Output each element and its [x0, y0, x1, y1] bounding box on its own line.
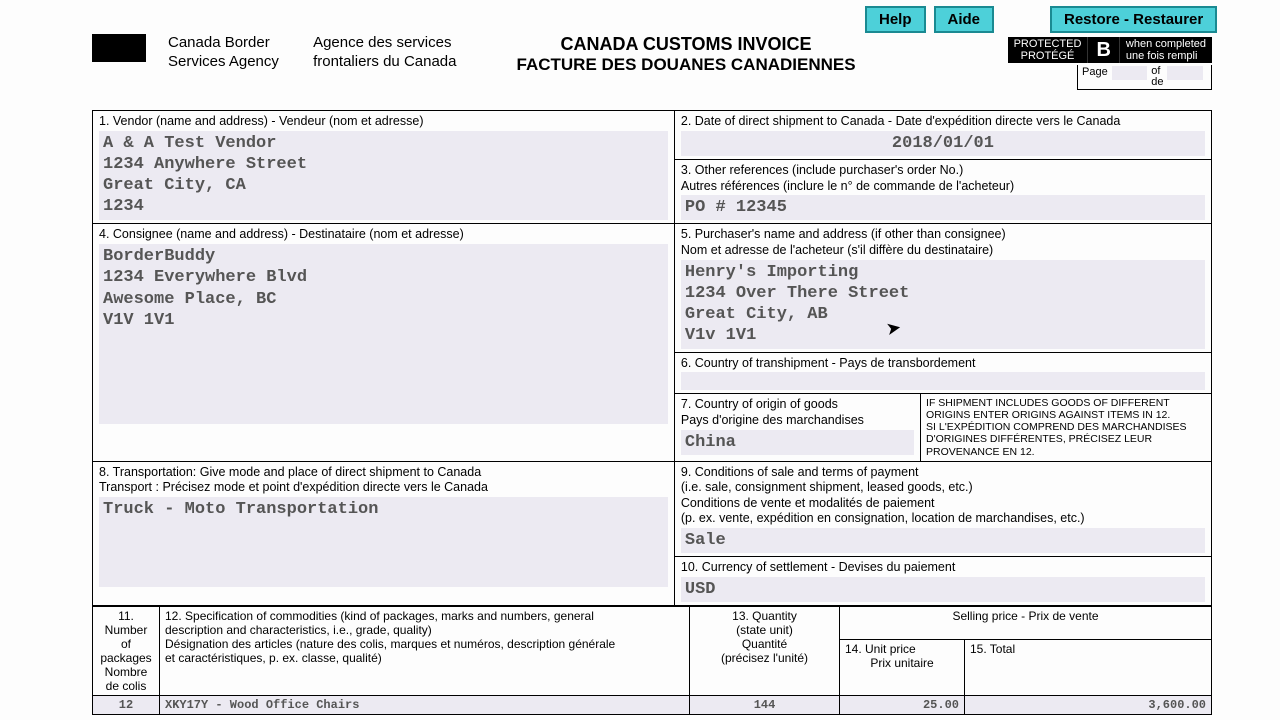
item-quantity[interactable]: 144: [690, 696, 840, 715]
field-3-label-l2: Autres références (inclure le n° de comm…: [681, 179, 1205, 195]
field-7-note: IF SHIPMENT INCLUDES GOODS OF DIFFERENT …: [921, 394, 1211, 460]
title-fr: FACTURE DES DOUANES CANADIENNES: [517, 55, 856, 75]
field-5-value[interactable]: Henry's Importing 1234 Over There Street…: [681, 260, 1205, 349]
field-7-label-l2: Pays d'origine des marchandises: [681, 413, 914, 429]
field-2-label: 2. Date of direct shipment to Canada - D…: [681, 114, 1205, 130]
title-en: CANADA CUSTOMS INVOICE: [517, 34, 856, 55]
field-5-label-l2: Nom et adresse de l'acheteur (s'il diffè…: [681, 243, 1205, 259]
col-15: 15. Total: [965, 639, 1212, 695]
item-packages[interactable]: 12: [93, 696, 160, 715]
restore-button[interactable]: Restore - Restaurer: [1050, 6, 1217, 33]
field-10-label: 10. Currency of settlement - Devises du …: [681, 560, 1205, 576]
form-title: CANADA CUSTOMS INVOICE FACTURE DES DOUAN…: [517, 34, 856, 75]
col-13-l2: (state unit): [695, 623, 834, 637]
field-8-label-l2: Transport : Précisez mode et point d'exp…: [99, 480, 668, 496]
field-1-label: 1. Vendor (name and address) - Vendeur (…: [99, 114, 668, 130]
col-11-l5: de colis: [98, 679, 154, 693]
agency-fr-line2: frontaliers du Canada: [313, 53, 456, 70]
page-total-field[interactable]: [1167, 66, 1203, 80]
field-4-value[interactable]: BorderBuddy 1234 Everywhere Blvd Awesome…: [99, 244, 668, 424]
field-6-label: 6. Country of transhipment - Pays de tra…: [681, 356, 1205, 372]
col-12-l4: et caractéristiques, p. ex. classe, qual…: [165, 651, 684, 665]
page-number-field[interactable]: [1112, 66, 1148, 80]
field-10-value[interactable]: USD: [681, 577, 1205, 602]
field-6-value[interactable]: [681, 372, 1205, 390]
page-indicator: Page of de: [1077, 65, 1212, 90]
item-total[interactable]: 3,600.00: [965, 696, 1212, 715]
field-3-label-l1: 3. Other references (include purchaser's…: [681, 163, 1205, 179]
agency-fr-line1: Agence des services: [313, 34, 451, 51]
col-11-l4: Nombre: [98, 665, 154, 679]
aide-button[interactable]: Aide: [934, 6, 995, 33]
col-13-l1: 13. Quantity: [695, 609, 834, 623]
field-7-label-l1: 7. Country of origin of goods: [681, 397, 914, 413]
field-8-label-l1: 8. Transportation: Give mode and place o…: [99, 465, 668, 481]
field-8-value[interactable]: Truck - Moto Transportation: [99, 497, 668, 587]
agency-en-line1: Canada Border: [168, 34, 270, 51]
de-label: de: [1151, 76, 1163, 88]
customs-invoice-form: ✦ Canada Border Services Agency Agence d…: [92, 34, 1212, 715]
field-9-label-l1: 9. Conditions of sale and terms of payme…: [681, 465, 1205, 481]
protected-fr: PROTÉGÉ: [1014, 50, 1082, 62]
col-selling-price: Selling price - Prix de vente: [840, 607, 1212, 640]
protected-en: PROTECTED: [1014, 38, 1082, 50]
field-3-value[interactable]: PO # 12345: [681, 195, 1205, 220]
item-description[interactable]: XKY17Y - Wood Office Chairs: [160, 696, 690, 715]
protected-badge: PROTECTED PROTÉGÉ B when completed une f…: [1008, 37, 1212, 63]
col-11-l2: Number of: [98, 623, 154, 651]
field-9-label-l2: (i.e. sale, consignment shipment, leased…: [681, 480, 1205, 496]
page-label: Page: [1082, 66, 1108, 88]
help-button[interactable]: Help: [865, 6, 926, 33]
col-12-l3: Désignation des articles (nature des col…: [165, 637, 684, 651]
field-7-value[interactable]: China: [681, 430, 914, 455]
agency-name: Canada Border Services Agency Agence des…: [168, 34, 457, 72]
field-5-label-l1: 5. Purchaser's name and address (if othe…: [681, 227, 1205, 243]
when-en: when completed: [1126, 38, 1206, 50]
col-12-l1: 12. Specification of commodities (kind o…: [165, 609, 684, 623]
field-9-label-l4: (p. ex. vente, expédition en consignatio…: [681, 511, 1205, 527]
col-12-l2: description and characteristics, i.e., g…: [165, 623, 684, 637]
col-14-l1: 14. Unit price: [845, 642, 959, 656]
field-9-value[interactable]: Sale: [681, 528, 1205, 553]
field-9-label-l3: Conditions de vente et modalités de paie…: [681, 496, 1205, 512]
field-4-label: 4. Consignee (name and address) - Destin…: [99, 227, 668, 243]
agency-en-line2: Services Agency: [168, 53, 279, 70]
canada-flag-icon: ✦: [92, 34, 146, 62]
when-fr: une fois rempli: [1126, 50, 1206, 62]
col-11-l3: packages: [98, 651, 154, 665]
col-13-l3: Quantité: [695, 637, 834, 651]
col-13-l4: (précisez l'unité): [695, 651, 834, 665]
item-row: 12 XKY17Y - Wood Office Chairs 144 25.00…: [93, 696, 1212, 715]
field-1-value[interactable]: A & A Test Vendor 1234 Anywhere Street G…: [99, 131, 668, 220]
field-2-value[interactable]: 2018/01/01: [681, 131, 1205, 156]
item-unit-price[interactable]: 25.00: [840, 696, 965, 715]
col-14-l2: Prix unitaire: [845, 656, 959, 670]
col-11-l1: 11.: [98, 609, 154, 623]
protected-b: B: [1087, 37, 1119, 63]
